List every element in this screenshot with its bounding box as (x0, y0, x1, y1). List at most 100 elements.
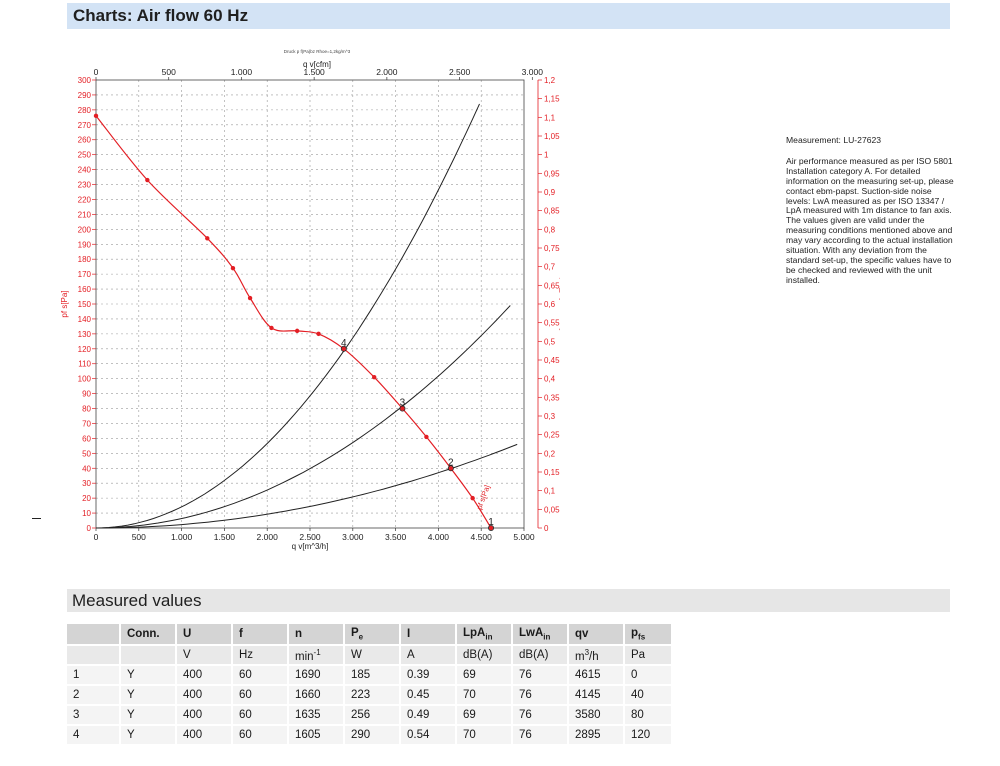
x-tick-label: 3.500 (385, 532, 407, 542)
x-top-tick-label: 1.000 (231, 67, 253, 77)
fan-curve-point (294, 328, 300, 334)
table-cell: 0.39 (400, 665, 457, 686)
y-tick-label: 180 (78, 255, 92, 264)
operating-point-marker (447, 465, 454, 472)
operating-point-marker (399, 405, 406, 412)
x-tick-label: 2.000 (257, 532, 279, 542)
table-cell: 40 (624, 685, 673, 706)
y-right-tick-label: 0 (544, 524, 549, 533)
table-cell: 400 (176, 705, 233, 726)
table-cell: 60 (232, 705, 289, 726)
x-tick-label: 1.500 (214, 532, 236, 542)
y-tick-label: 60 (82, 434, 91, 443)
x-tick-label: 3.000 (342, 532, 364, 542)
system-curve-3 (96, 443, 518, 529)
y-tick-label: 70 (82, 419, 91, 428)
unit-cell (120, 645, 177, 666)
column-header: U (176, 624, 233, 646)
table-cell: 223 (344, 685, 401, 706)
table-cell: 60 (232, 665, 289, 686)
y-right-tick-label: 0,95 (544, 169, 560, 178)
table-cell: 2895 (568, 725, 625, 746)
unit-cell (67, 645, 121, 666)
measurement-description: Air performance measured as per ISO 5801… (786, 155, 954, 285)
unit-cell: Pa (624, 645, 673, 666)
fan-curve-point (316, 331, 321, 337)
y-tick-label: 50 (82, 449, 91, 458)
y-right-tick-label: 0,85 (544, 207, 560, 216)
fan-curve-point (230, 265, 236, 271)
measured-values-title: Measured values (72, 591, 202, 610)
y-tick-label: 100 (78, 375, 92, 384)
y-tick-label: 40 (82, 464, 91, 473)
x-axis-label: q v[m^3/h] (292, 542, 329, 551)
y-right-tick-label: 0,6 (544, 300, 556, 309)
table-cell: 76 (512, 725, 569, 746)
chart-subtitle: Druck p f(Pa)bz Rhoe=1,2kg/m^3 (284, 49, 351, 54)
y-right-tick-label: 0,7 (544, 263, 556, 272)
system-curve-2 (95, 305, 511, 529)
x-top-tick-label: 3.000 (522, 67, 544, 77)
y-right-tick-label: 0,1 (544, 487, 556, 496)
fan-curve-point (205, 236, 210, 241)
table-cell: 0.45 (400, 685, 457, 706)
y-tick-label: 130 (78, 330, 92, 339)
column-header: f (232, 624, 289, 646)
y-right-tick-label: 0,55 (544, 319, 560, 328)
table-cell: 60 (232, 685, 289, 706)
column-header: n (288, 624, 345, 646)
y-right-tick-label: 0,8 (544, 225, 556, 234)
table-cell: 76 (512, 665, 569, 686)
y-tick-label: 200 (78, 225, 92, 234)
x-tick-label: 4.500 (471, 532, 493, 542)
table-row: 3 Y 400 60 1635 256 0.49 69 76 3580 80 (67, 705, 673, 726)
x-tick-label: 5.000 (513, 532, 535, 542)
measurement-id: Measurement: LU-27623 (786, 135, 882, 145)
y-tick-label: 290 (78, 91, 92, 100)
fan-curve-point (145, 177, 150, 183)
table-row: 4 Y 400 60 1605 290 0.54 70 76 2895 120 (67, 725, 673, 746)
y-tick-label: 160 (78, 285, 92, 294)
x-top-tick-label: 1.500 (304, 67, 326, 77)
fan-curve-point (372, 374, 377, 380)
table-cell: 80 (624, 705, 673, 726)
y-tick-label: 270 (78, 121, 92, 130)
y-right-tick-label: 0,4 (544, 375, 556, 384)
table-cell: 290 (344, 725, 401, 746)
y-right-tick-label: 0,15 (544, 468, 560, 477)
table-cell: 0 (624, 665, 673, 686)
fan-curve-point (247, 295, 253, 301)
column-header: I (400, 624, 457, 646)
x-top-axis-label: q v[cfm] (303, 60, 331, 69)
table-cell: 400 (176, 725, 233, 746)
y-tick-label: 230 (78, 181, 92, 190)
column-header: LpAin (456, 624, 513, 646)
unit-cell: dB(A) (512, 645, 569, 666)
x-tick-label: 1.000 (171, 532, 193, 542)
table-cell: Y (120, 725, 177, 746)
table-cell: 0.49 (400, 705, 457, 726)
table-cell: Y (120, 665, 177, 686)
x-top-tick-label: 2.500 (449, 67, 471, 77)
column-header: qv (568, 624, 625, 646)
system-curve-1 (95, 103, 480, 529)
fan-curve-point (269, 325, 274, 331)
y-right-axis-label: pfs_E[IN.W2O] (559, 277, 560, 330)
table-cell: 185 (344, 665, 401, 686)
table-cell: Y (120, 685, 177, 706)
table-cell: 400 (176, 665, 233, 686)
fan-curve-point (93, 113, 99, 119)
table-cell: Y (120, 705, 177, 726)
unit-cell: m3/h (568, 645, 625, 666)
table-cell: 4145 (568, 685, 625, 706)
y-tick-label: 10 (82, 509, 91, 518)
unit-cell: Hz (232, 645, 289, 666)
y-right-tick-label: 0,5 (544, 337, 556, 346)
table-cell: 76 (512, 685, 569, 706)
y-tick-label: 280 (78, 106, 92, 115)
operating-point-marker (488, 525, 495, 532)
table-cell: 1690 (288, 665, 345, 686)
